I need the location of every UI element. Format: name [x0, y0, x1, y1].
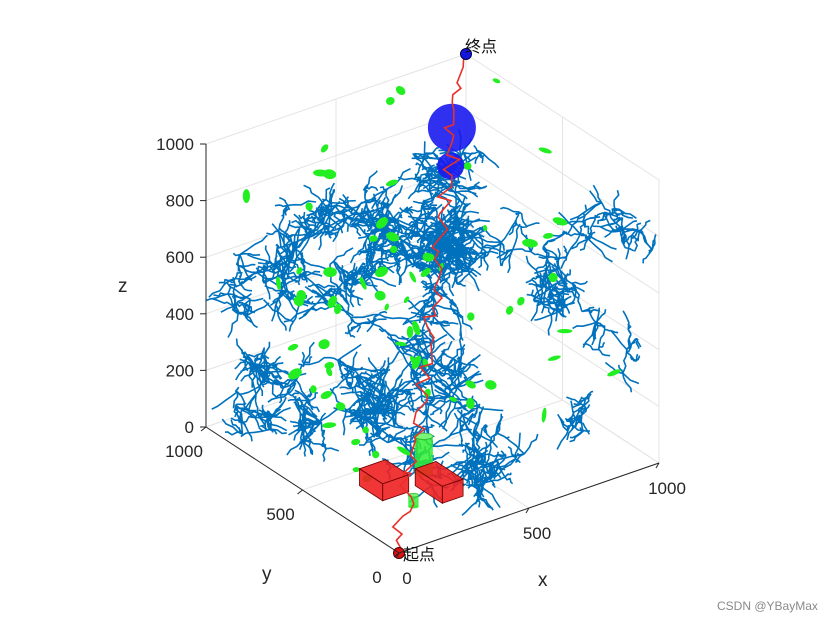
tree-node-marker [420, 268, 431, 277]
tree-node-marker [352, 467, 360, 473]
y-tick-label: 500 [266, 505, 294, 524]
end-point-marker [460, 48, 472, 60]
tree-node-marker [376, 217, 388, 229]
tree-node-marker [374, 290, 386, 301]
tree-node-marker [449, 396, 458, 402]
z-tick-label: 0 [185, 418, 194, 437]
tree-node-marker [411, 355, 422, 370]
tree-node-marker [395, 85, 406, 96]
tree-node-marker [385, 179, 398, 187]
tree-node-marker [386, 232, 400, 242]
tree-node-marker [385, 97, 395, 105]
x-tick-label: 0 [402, 569, 411, 588]
tree-node-marker [323, 169, 337, 180]
tree-node-marker [557, 329, 573, 334]
tree-node-marker [395, 341, 407, 347]
tree-node-marker [424, 388, 431, 398]
tree-node-marker [335, 402, 346, 411]
tree-node-marker [403, 296, 410, 304]
x-tick-mark [655, 462, 660, 469]
x-tick-mark [525, 507, 530, 514]
z-tick-label: 1000 [156, 135, 194, 154]
tree-node-marker [296, 267, 303, 275]
tree-node-marker [492, 78, 501, 84]
box-face [358, 459, 410, 485]
tree-node-marker [412, 320, 421, 336]
tree-node-marker [372, 450, 380, 459]
tree-node-marker [369, 235, 378, 242]
tree-node-marker [463, 162, 472, 170]
x-axis-label: x [538, 570, 548, 591]
y-tick-label: 0 [372, 568, 381, 587]
tree-node-marker [327, 295, 338, 309]
tree-node-marker [242, 189, 250, 204]
tree-node-marker [320, 144, 329, 153]
y-tick-mark [297, 489, 303, 495]
tree-node-marker [323, 267, 337, 278]
tree-node-marker [607, 369, 621, 377]
tree-node-marker [293, 296, 304, 307]
tree-node-marker [362, 426, 369, 434]
sphere-obstacle [427, 103, 476, 152]
tree-node-marker [482, 224, 488, 232]
y-tick-mark [393, 552, 400, 558]
box-face [414, 461, 465, 487]
z-tick-label: 400 [166, 305, 194, 324]
tree-node-marker [324, 361, 335, 370]
tree-node-marker [305, 202, 313, 211]
tree-node-marker [422, 253, 435, 262]
x-tick-label: 1000 [648, 479, 686, 498]
tree-node-marker [288, 368, 302, 380]
tree-node-marker [374, 266, 389, 278]
axis-labels: x y z [118, 276, 548, 591]
tree-node-marker [390, 245, 398, 254]
tree-node-marker [467, 312, 475, 321]
tree-node-marker [275, 276, 282, 290]
tree-node-marker [322, 422, 337, 429]
tree-node-marker [517, 296, 525, 306]
y-tick-mark [200, 426, 207, 432]
z-axis-label: z [118, 276, 128, 297]
tree-node-marker [541, 407, 547, 423]
tree-node-marker [320, 390, 332, 400]
tree-node-marker [548, 272, 558, 283]
box-obstacle [414, 461, 465, 505]
tree-node-marker [359, 276, 367, 290]
tree-node-marker [287, 343, 299, 351]
z-tick-label: 200 [166, 361, 194, 380]
end-label: 终点 [465, 37, 497, 56]
y-axis-label: y [262, 564, 272, 585]
start-label: 起点 [403, 545, 435, 564]
tree-node-marker [485, 380, 497, 390]
tree-node-marker [552, 217, 568, 226]
tree-node-marker [505, 305, 514, 315]
tree-node-marker [351, 438, 361, 446]
tree-node-marker [384, 303, 389, 311]
path-line [391, 50, 465, 554]
watermark: CSDN @YBayMax [717, 599, 818, 613]
tree-node-marker [466, 398, 475, 409]
tree-node-marker [397, 446, 411, 456]
tree-node-marker [542, 232, 554, 239]
tree-node-marker [522, 238, 538, 248]
tree-node-marker [538, 147, 552, 154]
tree-node-marker [409, 271, 417, 283]
y-tick-label: 1000 [165, 442, 203, 461]
tree-node-markers [242, 78, 621, 483]
tree-node-marker [309, 385, 317, 394]
z-tick-label: 600 [166, 248, 194, 267]
z-tick-label: 800 [166, 192, 194, 211]
tree-node-marker [318, 339, 330, 350]
tree-node-marker [326, 367, 333, 377]
tree-node-marker [547, 355, 561, 361]
axes: 0 500 1000 0 500 1000 0 200 400 600 800 1000 [156, 135, 686, 588]
cylinder-base [408, 504, 419, 509]
annotations: 起点 终点 [403, 37, 497, 564]
tree-node-marker [406, 326, 414, 338]
tree-node-marker [334, 303, 342, 315]
box-obstacle [358, 459, 410, 502]
x-tick-label: 500 [523, 524, 551, 543]
tree-node-marker [465, 380, 476, 389]
